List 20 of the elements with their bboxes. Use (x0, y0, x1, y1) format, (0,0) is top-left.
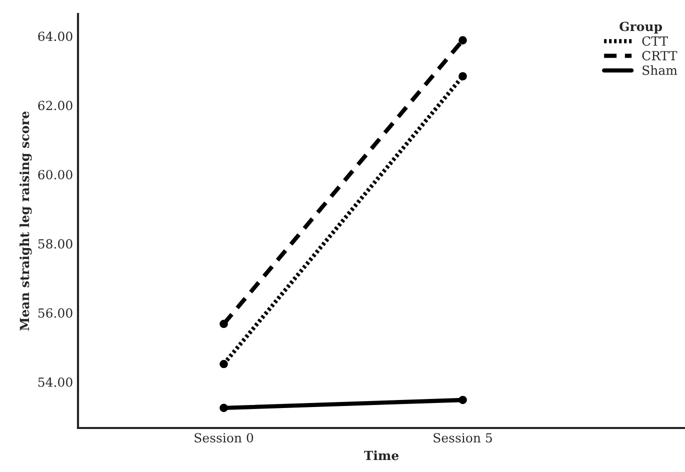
legend-title: Group (620, 22, 662, 34)
y-tick-label: 62.00 (38, 100, 72, 110)
point (220, 360, 228, 368)
y-axis-title: Mean straight leg raising score (20, 111, 32, 331)
y-tick-label: 60.00 (38, 170, 72, 180)
legend-label: Sham (642, 65, 678, 75)
point (458, 72, 467, 80)
point (458, 396, 467, 404)
y-tick-label: 54.00 (38, 377, 72, 387)
point (220, 320, 228, 328)
y-tick-label: 58.00 (38, 239, 72, 249)
point (458, 36, 467, 44)
legend-label: CTT (642, 36, 668, 46)
x-tick-label: Session 5 (434, 433, 492, 443)
y-tick-label: 64.00 (38, 32, 72, 42)
x-axis-title: Time (364, 450, 399, 460)
x-tick-label: Session 0 (194, 433, 254, 443)
point (220, 404, 228, 412)
y-tick-label: 56.00 (38, 308, 72, 318)
legend-label: CRTT (642, 50, 678, 60)
